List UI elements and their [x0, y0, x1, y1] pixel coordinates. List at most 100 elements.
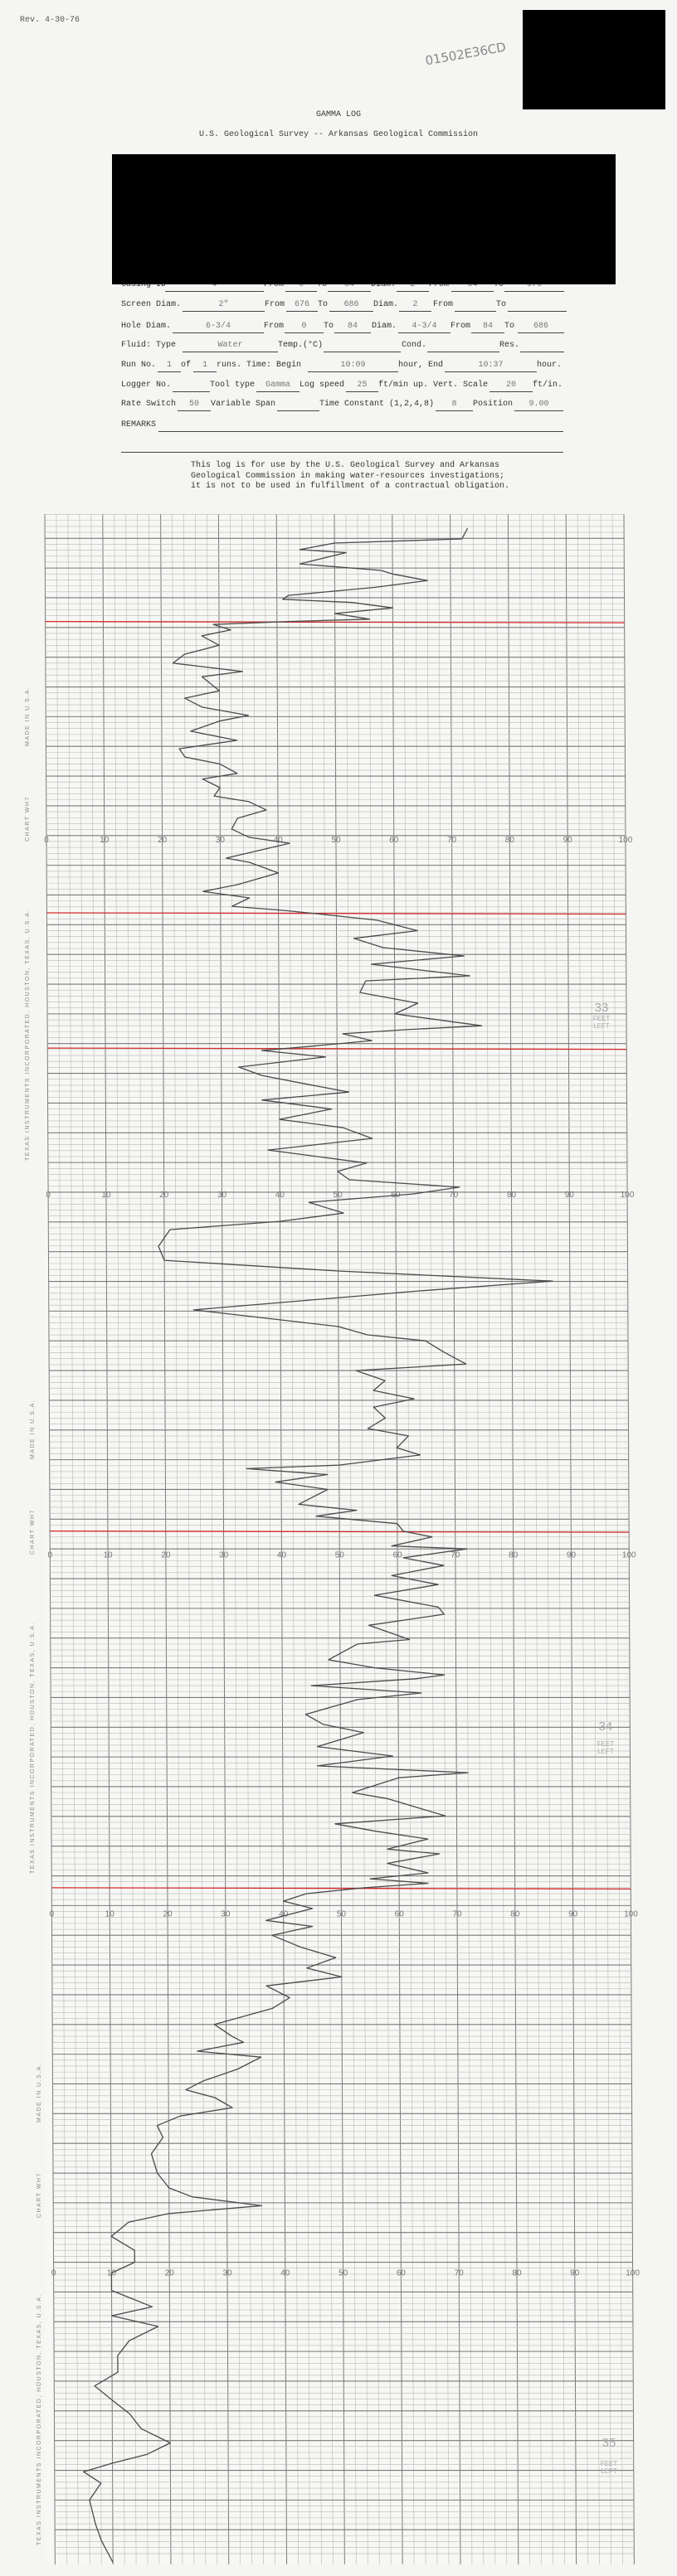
x-tick-label: 20 [165, 2268, 175, 2278]
form-field-label: hour. [537, 361, 563, 370]
form-field-value [427, 341, 499, 352]
form-field-value: Gamma [256, 381, 300, 392]
x-tick-label: 90 [563, 836, 573, 845]
x-tick-label: 70 [452, 1910, 462, 1919]
form-field-label: Diam. [373, 300, 399, 309]
form-field-label: Position [473, 400, 514, 409]
feet-left-label: LEFT [597, 1748, 614, 1755]
formation-top-line [46, 912, 626, 915]
form-field-value: 84 [334, 322, 371, 333]
feet-left-count: 33 [594, 1001, 609, 1015]
feet-left-count: 34 [598, 1720, 613, 1734]
form-field-label: Time Constant (1,2,4,8) [319, 400, 435, 409]
grid-line-vertical [600, 513, 611, 2565]
grid-line-vertical [264, 513, 275, 2565]
gamma-trace [83, 527, 553, 2564]
form-field-label: Fluid: Type [121, 341, 177, 350]
x-tick-label: 50 [337, 1910, 347, 1919]
form-field-label: runs. Time: Begin [217, 361, 302, 370]
grid-line-vertical [125, 513, 137, 2565]
grid-line-vertical [485, 513, 496, 2565]
form-field-value: 10:09 [308, 361, 398, 372]
form-field-value: 84 [451, 280, 494, 292]
x-tick-label: 100 [622, 1551, 636, 1560]
x-tick-label: 0 [50, 1910, 55, 1919]
grid-line-vertical [553, 513, 565, 2565]
grid-line-vertical [438, 513, 450, 2565]
grid-line-vertical [299, 513, 310, 2565]
feet-left-marker: 34 FEET LEFT [592, 1720, 620, 1755]
form-field-value [173, 381, 210, 392]
form-field-label: Temp.(°C) [278, 341, 324, 350]
redaction-box-well-info [112, 154, 616, 284]
grid-line-vertical [507, 513, 519, 2565]
x-tick-label: 40 [274, 836, 284, 845]
form-field-value [455, 300, 496, 312]
disclaimer: This log is for use by the U.S. Geologic… [191, 461, 509, 492]
form-field-value: 1 [158, 361, 181, 372]
chart-number-text: CHART WH7 [37, 2172, 42, 2218]
chart-number-text: CHART WH7 [25, 796, 31, 842]
form-field-label: Res. [499, 341, 520, 350]
x-tick-label: 40 [279, 1910, 289, 1919]
x-tick-label: 10 [101, 1191, 111, 1200]
x-tick-label: 30 [221, 1910, 231, 1919]
form-field-value: 8 [436, 400, 473, 411]
form-field-value: 0 [285, 280, 317, 292]
form-field-label: Tool type [210, 381, 256, 390]
x-tick-label: 90 [567, 1551, 577, 1560]
feet-left-label: FEET [600, 2460, 618, 2467]
form-field-value [324, 341, 401, 352]
grid-line-vertical [149, 513, 160, 2565]
x-tick-label: 60 [397, 2268, 407, 2278]
grid-line-vertical [137, 513, 149, 2565]
grid-line-vertical [380, 513, 392, 2565]
x-tick-label: 80 [512, 2268, 522, 2278]
x-tick-label: 50 [334, 1191, 343, 1200]
form-field-label: From [451, 322, 471, 331]
chart-maker-text: TEXAS INSTRUMENTS INCORPORATED, HOUSTON,… [25, 909, 31, 1161]
redaction-box-top-right [523, 10, 665, 109]
grid-line-vertical [461, 513, 473, 2565]
form-field-label: Diam. [372, 322, 397, 331]
grid-line-vertical [207, 513, 218, 2565]
feet-left-marker: 35 FEET LEFT [595, 2436, 623, 2475]
x-tick-label: 60 [389, 836, 399, 845]
disclaimer-line: it is not to be used in fulfillment of a… [191, 482, 510, 491]
x-tick-label: 80 [509, 1551, 519, 1560]
x-tick-label: 90 [570, 2268, 580, 2278]
grid-line-vertical [79, 513, 90, 2565]
feet-left-count: 35 [602, 2436, 616, 2450]
form-field-value: 6-3/4 [173, 322, 264, 333]
x-tick-label: 60 [395, 1910, 405, 1919]
grid-line-vertical [160, 513, 172, 2565]
chart-maker-text: TEXAS INSTRUMENTS INCORPORATED, HOUSTON,… [37, 2293, 42, 2545]
grid-line-vertical [183, 513, 195, 2565]
formation-top-line [45, 620, 625, 623]
feet-left-label: FEET [597, 1740, 615, 1748]
form-field-value: 50 [178, 400, 211, 411]
formation-top-line [51, 1887, 631, 1890]
formation-top-line [50, 1531, 630, 1533]
chart-paper [45, 514, 624, 2564]
formation-top-line [47, 1047, 627, 1050]
form-field-value [508, 300, 567, 312]
chart-number-text: CHART WH7 [30, 1509, 36, 1555]
form-field-value [277, 400, 319, 411]
form-field-value: 4-3/4 [398, 322, 451, 333]
grid-line-vertical [172, 513, 183, 2565]
grid-line-vertical [217, 513, 230, 2565]
x-tick-label: 90 [568, 1910, 578, 1919]
form-field-value: 686 [329, 300, 373, 312]
grid-line-vertical [310, 513, 322, 2565]
x-tick-label: 0 [46, 1191, 51, 1200]
made-in-text: MADE IN U.S.A. [37, 2062, 42, 2122]
grid-line-vertical [496, 513, 508, 2565]
form-field-label: To [318, 300, 329, 309]
form-field-value: 84 [471, 322, 504, 333]
feet-left-marker: 33 FEET LEFT [587, 1001, 616, 1030]
grid-line-vertical [345, 513, 357, 2565]
grid-line-vertical [368, 513, 380, 2565]
form-field-label: Screen Diam. [121, 300, 182, 309]
x-tick-label: 100 [624, 1910, 638, 1919]
